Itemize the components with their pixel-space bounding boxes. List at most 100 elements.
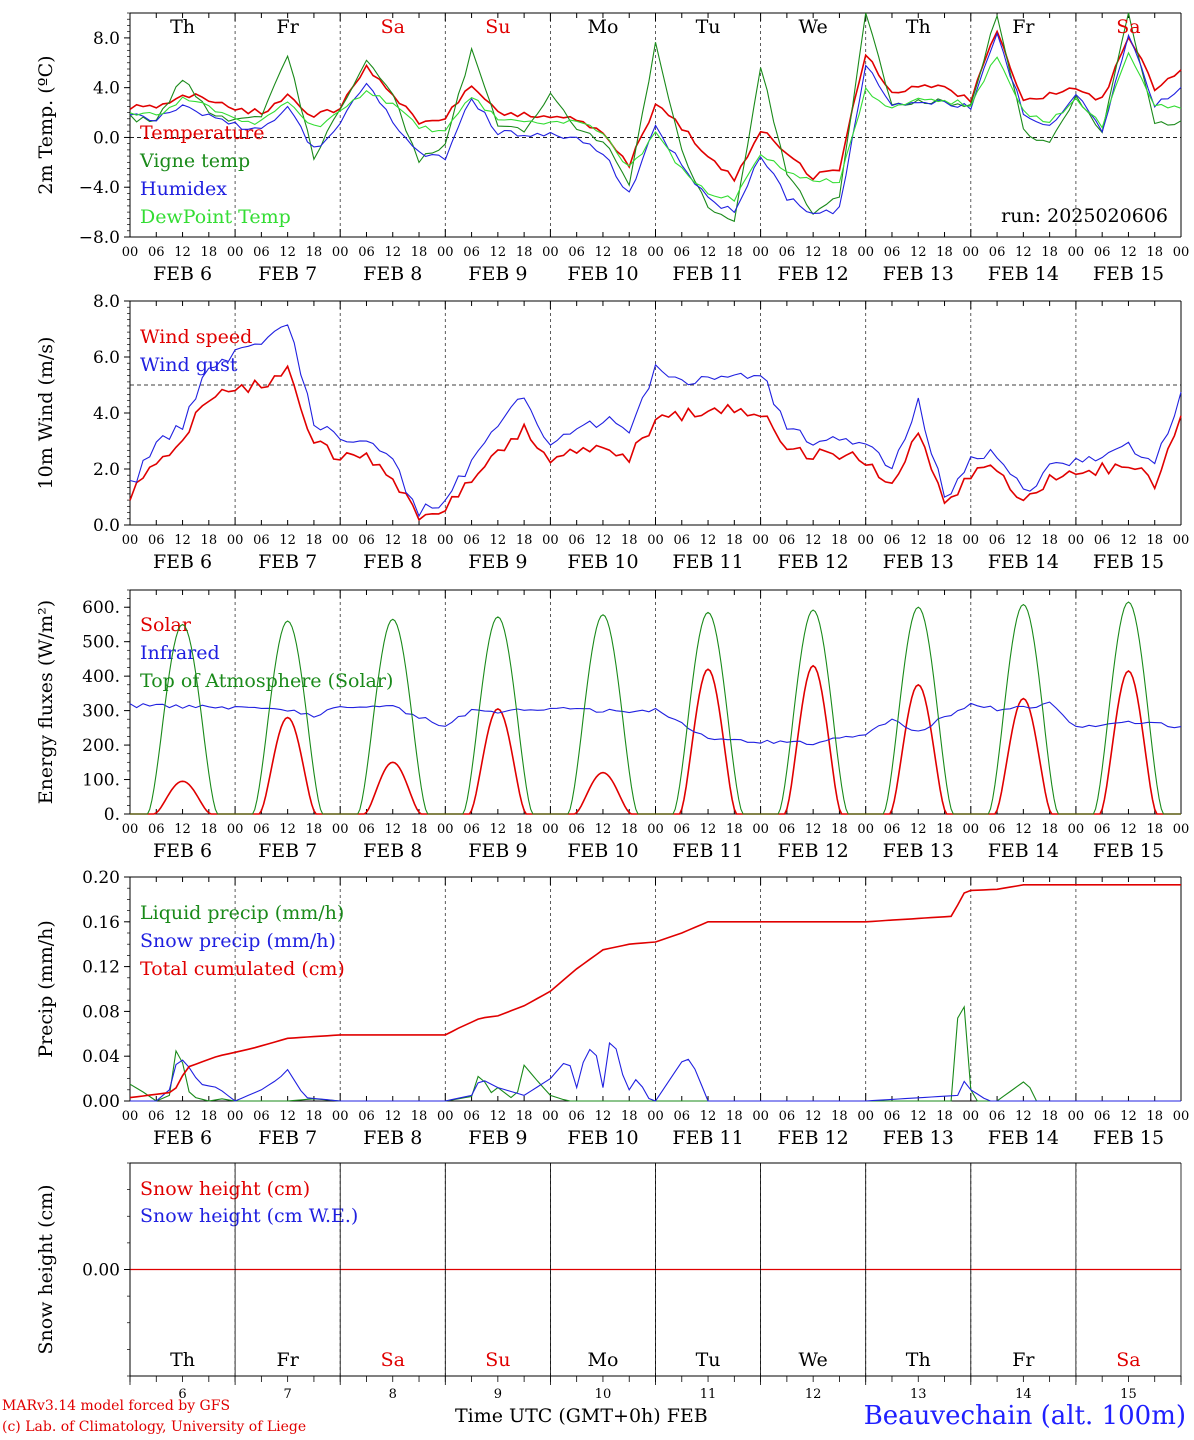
x-tick-label: 18	[1146, 822, 1163, 837]
y-tick-label: 100.	[82, 771, 120, 791]
x-tick-label: 00	[542, 1109, 559, 1124]
date-label: FEB 13	[883, 551, 954, 573]
x-tick-label: 12	[1120, 533, 1137, 548]
x-tick-label: 12	[700, 1109, 717, 1124]
date-label: FEB 15	[1093, 840, 1164, 862]
legend-entry: Temperature	[140, 122, 264, 144]
x-tick-label: 18	[306, 1109, 323, 1124]
x-tick-label: 18	[306, 822, 323, 837]
x-tick-label: 18	[726, 533, 743, 548]
y-tick-label: 8.0	[93, 292, 120, 312]
date-label: FEB 8	[363, 551, 422, 573]
x-tick-label: 18	[831, 245, 848, 260]
day-number-label: 8	[389, 1387, 397, 1402]
footer-lab-credit: (c) Lab. of Climatology, University of L…	[2, 1419, 307, 1435]
x-tick-label: 00	[752, 533, 769, 548]
x-tick-label: 00	[227, 533, 244, 548]
x-tick-label: 18	[1146, 533, 1163, 548]
x-tick-label: 06	[989, 533, 1006, 548]
date-label: FEB 14	[988, 551, 1059, 573]
x-tick-label: 18	[306, 245, 323, 260]
day-number-label: 9	[494, 1387, 502, 1402]
x-tick-label: 00	[332, 1109, 349, 1124]
x-tick-label: 06	[568, 1109, 585, 1124]
x-tick-label: 06	[779, 245, 796, 260]
x-tick-label: 12	[595, 533, 612, 548]
x-tick-label: 06	[884, 822, 901, 837]
x-tick-label: 12	[595, 822, 612, 837]
run-annotation: run: 2025020606	[1001, 205, 1168, 227]
x-tick-label: 12	[910, 533, 927, 548]
x-tick-label: 06	[148, 822, 165, 837]
x-tick-label: 00	[437, 245, 454, 260]
legend-entry: Total cumulated (cm)	[140, 958, 345, 980]
x-tick-label: 00	[1068, 822, 1085, 837]
x-tick-label: 12	[1120, 1109, 1137, 1124]
day-number-label: 13	[910, 1387, 927, 1402]
x-tick-label: 00	[752, 245, 769, 260]
y-tick-label: 0.12	[82, 958, 120, 978]
x-tick-label: 18	[621, 822, 638, 837]
x-tick-label: 12	[490, 1109, 507, 1124]
x-tick-label: 00	[1068, 1109, 1085, 1124]
x-tick-label: 18	[411, 533, 428, 548]
x-tick-label: 00	[647, 245, 664, 260]
x-tick-label: 00	[752, 1109, 769, 1124]
x-tick-label: 06	[1094, 245, 1111, 260]
day-number-label: 11	[700, 1387, 717, 1402]
y-tick-label: 0.00	[82, 1261, 120, 1281]
date-label: FEB 10	[567, 1127, 638, 1149]
weekday-label: Sa	[1116, 16, 1140, 38]
x-tick-label: 00	[332, 533, 349, 548]
date-label: FEB 9	[468, 1127, 527, 1149]
y-axis-title: 2m Temp. (ºC)	[35, 55, 57, 194]
x-tick-label: 12	[490, 533, 507, 548]
date-label: FEB 7	[258, 263, 317, 285]
y-tick-label: −4.0	[79, 178, 120, 198]
x-tick-label: 18	[201, 245, 218, 260]
legend-entry: Vigne temp	[139, 150, 250, 172]
x-tick-label: 00	[1173, 533, 1190, 548]
x-tick-label: 06	[253, 533, 270, 548]
x-tick-label: 12	[1015, 245, 1032, 260]
x-tick-label: 00	[227, 245, 244, 260]
legend-entry: Snow height (cm W.E.)	[140, 1205, 358, 1227]
x-tick-label: 12	[384, 822, 401, 837]
x-tick-label: 12	[910, 1109, 927, 1124]
x-axis-title: Time UTC (GMT+0h) FEB	[455, 1405, 708, 1427]
x-tick-label: 06	[463, 822, 480, 837]
x-tick-label: 00	[647, 533, 664, 548]
x-tick-label: 06	[148, 533, 165, 548]
date-label: FEB 11	[672, 263, 743, 285]
y-tick-label: 0.00	[82, 1092, 120, 1112]
x-tick-label: 18	[936, 1109, 953, 1124]
x-tick-label: 18	[201, 533, 218, 548]
x-tick-label: 06	[1094, 533, 1111, 548]
x-tick-label: 00	[542, 533, 559, 548]
legend-entry: Solar	[140, 614, 192, 636]
date-label: FEB 6	[153, 1127, 212, 1149]
x-tick-label: 00	[1068, 533, 1085, 548]
date-label: FEB 7	[258, 551, 317, 573]
y-tick-label: 400.	[82, 667, 120, 687]
x-tick-label: 00	[1173, 1109, 1190, 1124]
y-tick-label: 0.0	[93, 516, 120, 536]
weekday-label: Mo	[587, 16, 618, 38]
x-tick-label: 06	[148, 245, 165, 260]
x-tick-label: 12	[595, 245, 612, 260]
x-tick-label: 06	[884, 533, 901, 548]
y-tick-label: 0.16	[82, 913, 120, 933]
x-tick-label: 06	[1094, 822, 1111, 837]
x-tick-label: 00	[542, 822, 559, 837]
x-tick-label: 06	[463, 1109, 480, 1124]
weekday-label-bottom: Sa	[1116, 1349, 1140, 1371]
x-tick-label: 00	[122, 1109, 139, 1124]
date-label: FEB 14	[988, 1127, 1059, 1149]
weekday-label-bottom: Sa	[381, 1349, 405, 1371]
x-tick-label: 06	[463, 533, 480, 548]
y-tick-label: 0.20	[82, 868, 120, 888]
y-tick-label: 0.08	[82, 1002, 120, 1022]
date-label: FEB 12	[778, 840, 849, 862]
x-tick-label: 12	[279, 1109, 296, 1124]
